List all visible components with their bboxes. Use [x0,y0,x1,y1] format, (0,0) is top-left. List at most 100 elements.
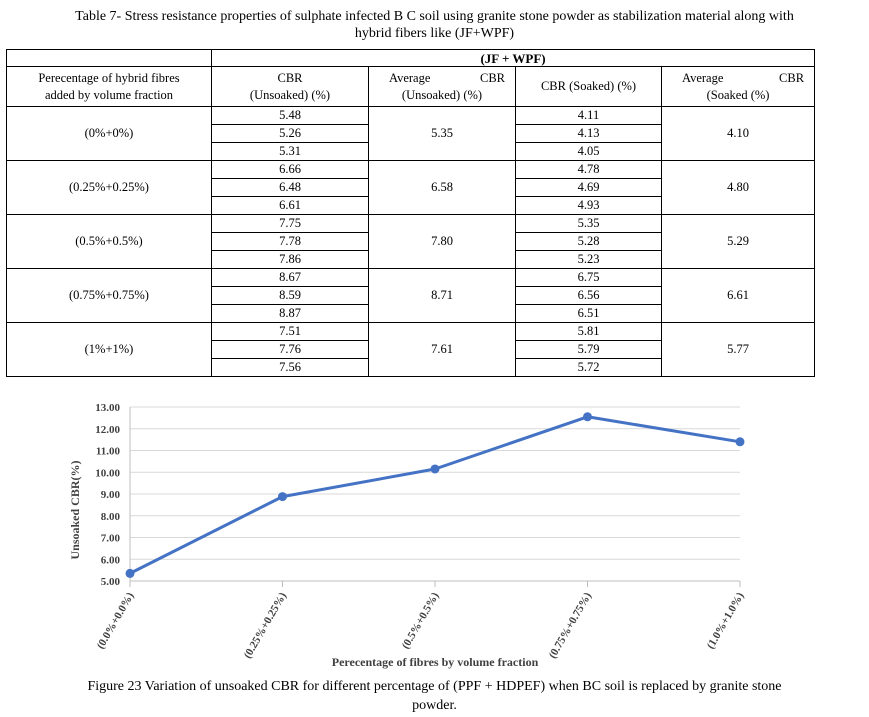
table-row: 6.48 4.69 [7,178,815,197]
cell-cbr-unsoaked: 7.78 [211,232,369,251]
x-tick-label: (0.5%+0.5%) [400,590,442,651]
header-avg-soaked-right: CBR [779,70,805,85]
header-avg-unsoaked-right: CBR [479,70,505,85]
y-tick-label: 12.00 [95,424,120,436]
x-tick-label: (0.75%+0.75%) [547,590,595,660]
cell-cbr-unsoaked: 5.26 [211,124,369,143]
table-row: (0.25%+0.25%) 6.66 6.58 4.78 4.80 [6,160,816,215]
header-avg-unsoaked: Average CBR (Unsoaked) (%) [368,66,516,107]
header-cbr-unsoaked-line1: CBR [277,70,303,85]
figure-caption-line2: powder. [412,698,457,713]
cell-fraction: (1%+1%) [6,322,212,377]
y-tick-label: 11.00 [96,446,121,458]
table-caption-line2: hybrid fibers like (JF+WPF) [354,26,515,41]
cell-cbr-soaked: 6.51 [515,304,662,323]
series-line [129,415,741,575]
y-tick-label: 13.00 [95,402,120,414]
cell-cbr-unsoaked: 7.86 [211,250,369,269]
table-row: 8.59 6.56 [7,286,815,305]
figure-caption-line1: Figure 23 Variation of unsoaked CBR for … [87,679,782,694]
data-point [278,492,287,502]
cell-cbr-soaked: 5.35 [515,214,662,233]
header-cbr-unsoaked-line2: (Unsoaked) (%) [249,87,331,102]
cell-cbr-unsoaked: 6.48 [211,178,369,197]
cell-cbr-unsoaked: 7.76 [211,340,369,359]
grid-layer [130,406,740,560]
data-point [430,464,440,474]
table-row: (1%+1%) 7.51 7.61 5.81 5.77 [6,322,816,377]
table-row: 8.87 6.51 [7,304,815,323]
header-avg-unsoaked-line2: (Unsoaked) (%) [401,87,483,102]
table-caption: Table 7- Stress resistance properties of… [0,8,869,42]
y-tick-label: 5.00 [101,576,121,588]
table-row: 7.76 5.79 [7,340,815,359]
y-tick-label: 6.00 [101,554,121,566]
table-row: (0%+0%) 5.48 5.35 4.11 4.10 [6,106,816,161]
cell-avg-unsoaked: 6.58 [368,160,516,215]
figure-caption: Figure 23 Variation of unsoaked CBR for … [0,677,869,715]
x-tick-label: (0.0%+0.0%) [95,590,137,651]
table-row: 7.78 5.28 [7,232,815,251]
y-tick-label: 9.00 [101,489,121,501]
data-point [125,568,135,578]
header-avg-soaked-left: Average [682,70,724,85]
table-row: 7.56 5.72 [7,358,815,377]
series-layer [125,412,745,578]
cell-cbr-unsoaked: 5.31 [211,142,369,161]
cell-fraction: (0%+0%) [6,106,212,161]
cell-cbr-soaked: 6.75 [515,268,662,287]
cell-cbr-unsoaked: 8.67 [211,268,369,287]
cell-cbr-unsoaked: 6.61 [211,196,369,215]
x-axis-label: Perecentage of fibres by volume fraction [332,655,539,669]
cell-cbr-soaked: 4.93 [515,196,662,215]
axis-layer: 13.00 12.00 11.00 10.00 9.00 8.00 7.00 6.00 5.00… [95,402,747,661]
header-avg-unsoaked-left: Average [389,70,431,85]
cell-cbr-unsoaked: 5.48 [211,106,369,125]
cell-cbr-unsoaked: 7.75 [211,214,369,233]
cell-cbr-unsoaked: 6.66 [211,160,369,179]
x-tick-label: (1.0%+1.0%) [705,590,747,651]
cell-cbr-unsoaked: 8.87 [211,304,369,323]
x-tick-label: (0.25%+0.25%) [242,590,290,660]
cell-cbr-soaked: 5.23 [515,250,662,269]
cell-cbr-soaked: 4.11 [515,106,662,125]
cell-fraction: (0.75%+0.75%) [6,268,212,323]
table-row: (0.75%+0.75%) 8.67 8.71 6.75 6.61 [6,268,816,323]
cell-avg-soaked: 5.29 [660,214,816,269]
cell-cbr-unsoaked: 8.59 [211,286,369,305]
cbr-chart: 13.00 12.00 11.00 10.00 9.00 8.00 7.00 6.00 5.00… [0,400,869,670]
header-cbr-unsoaked: CBR (Unsoaked) (%) [211,66,369,107]
cell-cbr-soaked: 5.81 [515,322,662,341]
cell-avg-soaked: 6.61 [660,268,816,323]
cell-cbr-soaked: 6.56 [515,286,662,305]
data-point [735,437,745,447]
table-caption-line1: Table 7- Stress resistance properties of… [75,9,794,24]
cbr-table: (JF + WPF) Perecentage of hybrid fibres … [6,49,816,377]
table-row: (0.5%+0.5%) 7.75 7.80 5.35 5.29 [6,214,816,269]
y-tick-label: 10.00 [95,467,120,479]
header-cbr-soaked: CBR (Soaked) (%) [515,66,662,107]
cell-cbr-soaked: 5.28 [515,232,662,251]
cell-cbr-soaked: 4.69 [515,178,662,197]
cell-cbr-soaked: 5.79 [515,340,662,359]
header-empty-1 [6,49,212,67]
cell-avg-unsoaked: 7.61 [368,322,516,377]
cell-fraction: (0.25%+0.25%) [6,160,212,215]
cell-cbr-unsoaked: 7.51 [211,322,369,341]
cell-avg-unsoaked: 5.35 [368,106,516,161]
cell-avg-soaked: 4.80 [660,160,816,215]
cell-cbr-soaked: 5.72 [515,358,662,377]
header-fraction-line1: Perecentage of hybrid fibres [38,70,180,85]
header-avg-soaked: Average CBR (Soaked (%) [660,66,816,107]
chart-svg: 13.00 12.00 11.00 10.00 9.00 8.00 7.00 6.00 5.00… [68,402,747,669]
cell-avg-soaked: 5.77 [660,322,816,377]
cell-cbr-soaked: 4.13 [515,124,662,143]
group-header: (JF + WPF) [210,49,816,67]
cell-cbr-unsoaked: 7.56 [211,358,369,377]
cell-fraction: (0.5%+0.5%) [6,214,212,269]
header-fraction: Perecentage of hybrid fibres added by vo… [6,66,212,107]
cell-avg-soaked: 4.10 [660,106,816,161]
header-avg-soaked-line2: (Soaked (%) [706,87,770,102]
cell-avg-unsoaked: 8.71 [368,268,516,323]
cell-cbr-soaked: 4.78 [515,160,662,179]
